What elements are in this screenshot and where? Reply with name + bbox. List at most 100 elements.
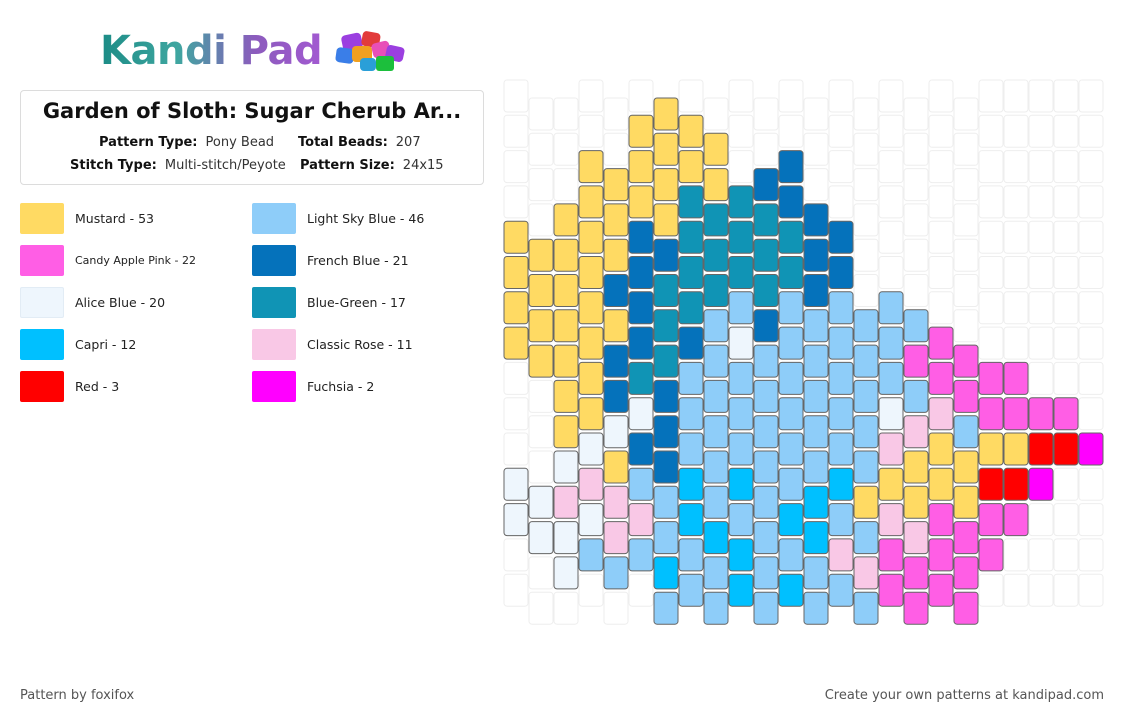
pattern-bead [703,274,729,307]
pattern-bead [778,185,804,219]
pattern-bead [603,415,629,449]
empty-bead-slot [853,238,879,272]
pattern-bead [653,591,679,625]
empty-bead-slot [978,573,1004,607]
empty-bead-slot [528,591,554,625]
empty-bead-slot [978,326,1004,360]
pattern-bead [928,432,954,466]
empty-bead-slot [628,573,654,607]
pattern-bead [928,503,954,537]
pattern-bead [878,503,904,537]
pattern-bead [828,467,854,501]
total-beads: Total Beads: 207 [298,135,421,150]
pattern-bead [578,361,604,395]
pattern-bead [653,556,679,590]
pattern-bead [828,326,854,360]
pattern-bead [603,168,629,202]
empty-bead-slot [878,256,904,289]
pattern-bead [628,114,654,148]
empty-bead-slot [978,150,1004,184]
pattern-bead [603,309,629,343]
pattern-bead [1028,467,1054,501]
legend-item: Alice Blue - 20 [20,286,165,318]
empty-bead-slot [1028,538,1054,572]
pattern-bead [653,450,679,484]
pattern-bead [928,573,954,607]
empty-bead-slot [1078,114,1104,148]
kandipad-link[interactable]: Create your own patterns at kandipad.com [824,688,1104,703]
empty-bead-slot [503,361,529,395]
empty-bead-slot [553,168,579,202]
pattern-bead [878,326,904,360]
legend-swatch [20,370,64,402]
pattern-bead [728,538,754,572]
empty-bead-slot [728,114,754,148]
stitch-type: Stitch Type: Multi-stitch/Peyote [70,158,286,173]
pattern-bead [728,220,754,254]
pattern-bead [578,185,604,219]
pattern-bead [778,467,804,501]
pattern-bead [678,397,704,431]
pattern-bead [578,291,604,325]
empty-bead-slot [503,397,529,431]
pattern-bead [828,397,854,431]
pattern-bead [778,220,804,254]
empty-bead-slot [1053,79,1079,113]
empty-bead-slot [528,379,554,413]
empty-bead-slot [928,256,954,289]
empty-bead-slot [1053,326,1079,360]
empty-bead-slot [828,185,854,219]
pattern-bead [903,485,929,519]
pattern-bead [703,309,729,343]
empty-bead-slot [578,573,604,607]
pattern-bead [853,415,879,449]
empty-bead-slot [1078,397,1104,431]
pattern-bead [1053,397,1079,431]
empty-bead-slot [1028,220,1054,254]
pattern-bead [503,467,529,501]
empty-bead-slot [1078,573,1104,607]
empty-bead-slot [853,97,879,131]
empty-bead-slot [1078,79,1104,113]
pattern-bead [553,415,579,449]
pattern-bead [653,344,679,378]
empty-bead-slot [1028,185,1054,219]
pattern-bead [778,397,804,431]
empty-bead-slot [503,538,529,572]
pattern-bead [678,291,704,325]
empty-bead-slot [528,168,554,202]
pattern-bead [703,379,729,413]
legend-item: Fuchsia - 2 [252,370,374,402]
empty-bead-slot [853,132,879,166]
pattern-bead [978,503,1004,537]
pattern-bead [553,274,579,307]
pattern-bead [603,485,629,519]
pattern-bead [653,132,679,166]
empty-bead-slot [803,97,829,131]
empty-bead-slot [1003,150,1029,184]
empty-bead-slot [953,238,979,272]
empty-bead-slot [503,573,529,607]
pattern-bead [603,379,629,413]
legend-label: Blue-Green - 17 [307,294,406,310]
pattern-bead [628,326,654,360]
pattern-bead [653,203,679,237]
empty-bead-slot [728,150,754,184]
empty-bead-slot [1078,326,1104,360]
pattern-bead [578,220,604,254]
empty-bead-slot [928,79,954,113]
pattern-bead [753,521,779,555]
pattern-bead [778,432,804,466]
kandipad-logo[interactable]: Kandi Pad [100,26,420,76]
total-beads-label: Total Beads: [298,135,388,150]
pattern-bead [778,326,804,360]
pattern-bead [528,274,554,307]
pattern-bead [803,274,829,307]
empty-bead-slot [1078,467,1104,501]
pattern-bead [953,344,979,378]
pattern-bead [903,591,929,625]
empty-bead-slot [1053,114,1079,148]
empty-bead-slot [878,185,904,219]
pattern-bead [603,556,629,590]
pattern-bead [678,538,704,572]
